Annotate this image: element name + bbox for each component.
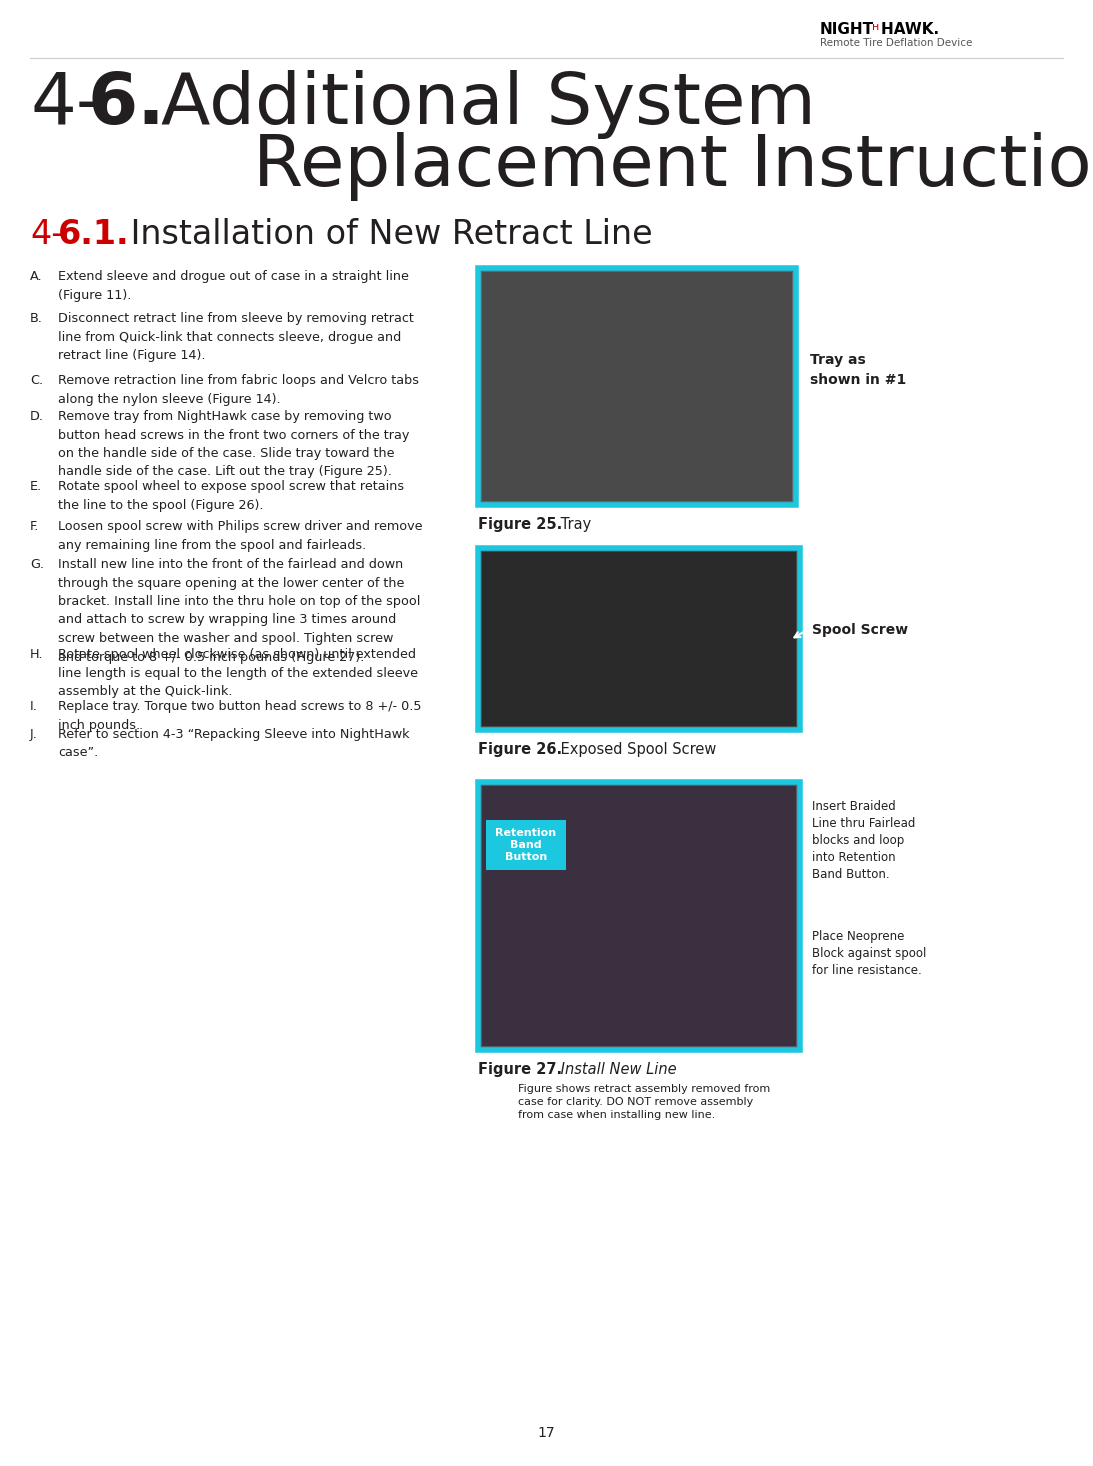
Text: Figure 26.: Figure 26. bbox=[478, 742, 562, 756]
Bar bbox=[478, 268, 796, 504]
Bar bbox=[482, 273, 792, 501]
Text: Disconnect retract line from sleeve by removing retract
line from Quick-link tha: Disconnect retract line from sleeve by r… bbox=[58, 312, 414, 362]
Text: Install New Line: Install New Line bbox=[556, 1061, 677, 1078]
Text: Figure shows retract assembly removed from
case for clarity. DO NOT remove assem: Figure shows retract assembly removed fr… bbox=[518, 1083, 771, 1120]
Text: 4-: 4- bbox=[30, 218, 63, 251]
Text: Loosen spool screw with Philips screw driver and remove
any remaining line from : Loosen spool screw with Philips screw dr… bbox=[58, 520, 423, 551]
Text: HAWK.: HAWK. bbox=[878, 22, 939, 37]
Text: 6.: 6. bbox=[89, 70, 166, 139]
Text: D.: D. bbox=[30, 410, 44, 424]
Bar bbox=[478, 548, 800, 730]
Text: Insert Braided
Line thru Fairlead
blocks and loop
into Retention
Band Button.: Insert Braided Line thru Fairlead blocks… bbox=[812, 800, 915, 881]
Text: J.: J. bbox=[30, 729, 38, 740]
Text: Additional System: Additional System bbox=[138, 70, 815, 139]
Text: Rotate spool wheel clockwise (as shown) until extended
line length is equal to t: Rotate spool wheel clockwise (as shown) … bbox=[58, 648, 418, 698]
Text: Retention
Band
Button: Retention Band Button bbox=[495, 828, 556, 862]
Text: G.: G. bbox=[30, 559, 44, 570]
Text: I.: I. bbox=[30, 699, 38, 712]
Text: Figure 27.: Figure 27. bbox=[478, 1061, 562, 1078]
Text: Replace tray. Torque two button head screws to 8 +/- 0.5
inch pounds.: Replace tray. Torque two button head scr… bbox=[58, 699, 422, 732]
Text: Spool Screw: Spool Screw bbox=[812, 623, 908, 638]
Text: 6.1.: 6.1. bbox=[58, 218, 130, 251]
Text: Remote Tire Deflation Device: Remote Tire Deflation Device bbox=[820, 38, 973, 48]
Text: Install new line into the front of the fairlead and down
through the square open: Install new line into the front of the f… bbox=[58, 559, 421, 664]
Text: A.: A. bbox=[30, 270, 43, 283]
Bar bbox=[486, 819, 566, 869]
Text: 17: 17 bbox=[537, 1426, 555, 1440]
Text: Extend sleeve and drogue out of case in a straight line
(Figure 11).: Extend sleeve and drogue out of case in … bbox=[58, 270, 409, 302]
Text: Remove retraction line from fabric loops and Velcro tabs
along the nylon sleeve : Remove retraction line from fabric loops… bbox=[58, 374, 419, 406]
Bar bbox=[482, 553, 796, 726]
Text: NIGHT: NIGHT bbox=[820, 22, 874, 37]
Text: F.: F. bbox=[30, 520, 39, 534]
Text: Tray: Tray bbox=[556, 517, 591, 532]
Text: Installation of New Retract Line: Installation of New Retract Line bbox=[120, 218, 653, 251]
Text: Rotate spool wheel to expose spool screw that retains
the line to the spool (Fig: Rotate spool wheel to expose spool screw… bbox=[58, 479, 404, 512]
Text: 4-: 4- bbox=[30, 70, 102, 139]
Text: Refer to section 4-3 “Repacking Sleeve into NightHawk
case”.: Refer to section 4-3 “Repacking Sleeve i… bbox=[58, 729, 410, 759]
Text: H.: H. bbox=[30, 648, 44, 661]
Text: B.: B. bbox=[30, 312, 43, 325]
Bar bbox=[478, 781, 800, 1050]
Bar bbox=[482, 786, 796, 1047]
Text: Replacement Instructions: Replacement Instructions bbox=[138, 132, 1093, 201]
Text: Exposed Spool Screw: Exposed Spool Screw bbox=[556, 742, 716, 756]
Text: Remove tray from NightHawk case by removing two
button head screws in the front : Remove tray from NightHawk case by remov… bbox=[58, 410, 410, 478]
Text: Tray as
shown in #1: Tray as shown in #1 bbox=[810, 353, 906, 387]
Text: E.: E. bbox=[30, 479, 43, 493]
Text: Figure 25.: Figure 25. bbox=[478, 517, 562, 532]
Text: C.: C. bbox=[30, 374, 43, 387]
Text: Place Neoprene
Block against spool
for line resistance.: Place Neoprene Block against spool for l… bbox=[812, 929, 927, 976]
Text: ʜ: ʜ bbox=[872, 22, 879, 32]
